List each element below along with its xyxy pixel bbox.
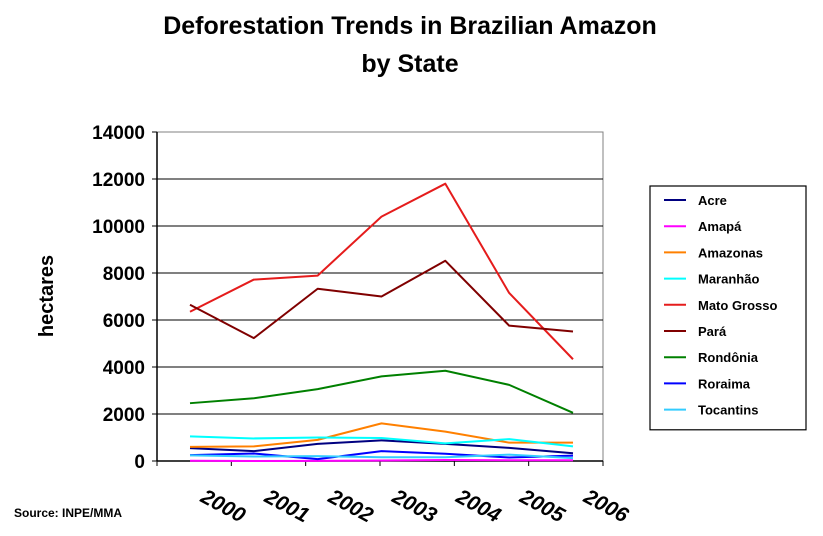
series-line-maranhao bbox=[189, 435, 574, 448]
y-tick-label-2000: 2000 bbox=[103, 405, 145, 426]
legend-label-rondonia: Rondônia bbox=[698, 350, 759, 365]
x-tick-label-2003: 2003 bbox=[388, 485, 441, 528]
series-line-amazonas bbox=[189, 422, 573, 448]
series-line-tocantins bbox=[189, 453, 574, 460]
y-tick-label-0: 0 bbox=[134, 452, 145, 473]
series-line-mato-grosso bbox=[189, 182, 574, 360]
legend-label-tocantins: Tocantins bbox=[698, 403, 758, 418]
series-line-para bbox=[189, 259, 574, 340]
x-tick-label-2004: 2004 bbox=[451, 485, 504, 528]
y-tick-label-4000: 4000 bbox=[103, 358, 145, 379]
series-line-roraima bbox=[189, 450, 574, 461]
x-tick-label-2005: 2005 bbox=[515, 485, 568, 528]
y-tick-label-8000: 8000 bbox=[103, 264, 145, 285]
x-tick-label-2002: 2002 bbox=[324, 485, 377, 528]
legend-label-mato-grosso: Mato Grosso bbox=[698, 298, 778, 313]
series-line-rondonia bbox=[189, 369, 574, 414]
series-line-acre bbox=[189, 439, 574, 455]
legend-label-maranhao: Maranhão bbox=[698, 272, 759, 287]
x-tick-label-2000: 2000 bbox=[196, 485, 249, 528]
title-line-2: by State bbox=[361, 50, 458, 78]
x-tick-label-2001: 2001 bbox=[260, 485, 313, 528]
legend-label-amazonas: Amazonas bbox=[698, 245, 763, 260]
y-axis-label: hectares bbox=[36, 255, 58, 337]
plot-area: 0 2000 4000 6000 8000 10000 12000 14000 2000 2001… bbox=[92, 123, 632, 528]
y-tick-label-10000: 10000 bbox=[92, 217, 145, 238]
x-tick-label-2006: 2006 bbox=[579, 485, 632, 528]
legend-label-para: Pará bbox=[698, 324, 727, 339]
source-note: Source: INPE/MMA bbox=[14, 506, 122, 520]
legend-label-amapa: Amapá bbox=[698, 219, 742, 234]
y-tick-label-6000: 6000 bbox=[103, 311, 145, 332]
chart-title: Deforestation Trends in Brazilian Amazon… bbox=[163, 12, 657, 78]
legend-label-roraima: Roraima bbox=[698, 376, 751, 391]
y-tick-label-14000: 14000 bbox=[92, 123, 145, 144]
title-line-1: Deforestation Trends in Brazilian Amazon bbox=[163, 12, 657, 40]
series-line-amapa bbox=[189, 459, 573, 462]
legend: Acre Amapá Amazonas Maranhão Mato Grosso Pará… bbox=[649, 185, 807, 431]
legend-label-acre: Acre bbox=[698, 193, 727, 208]
y-tick-label-12000: 12000 bbox=[92, 170, 145, 191]
